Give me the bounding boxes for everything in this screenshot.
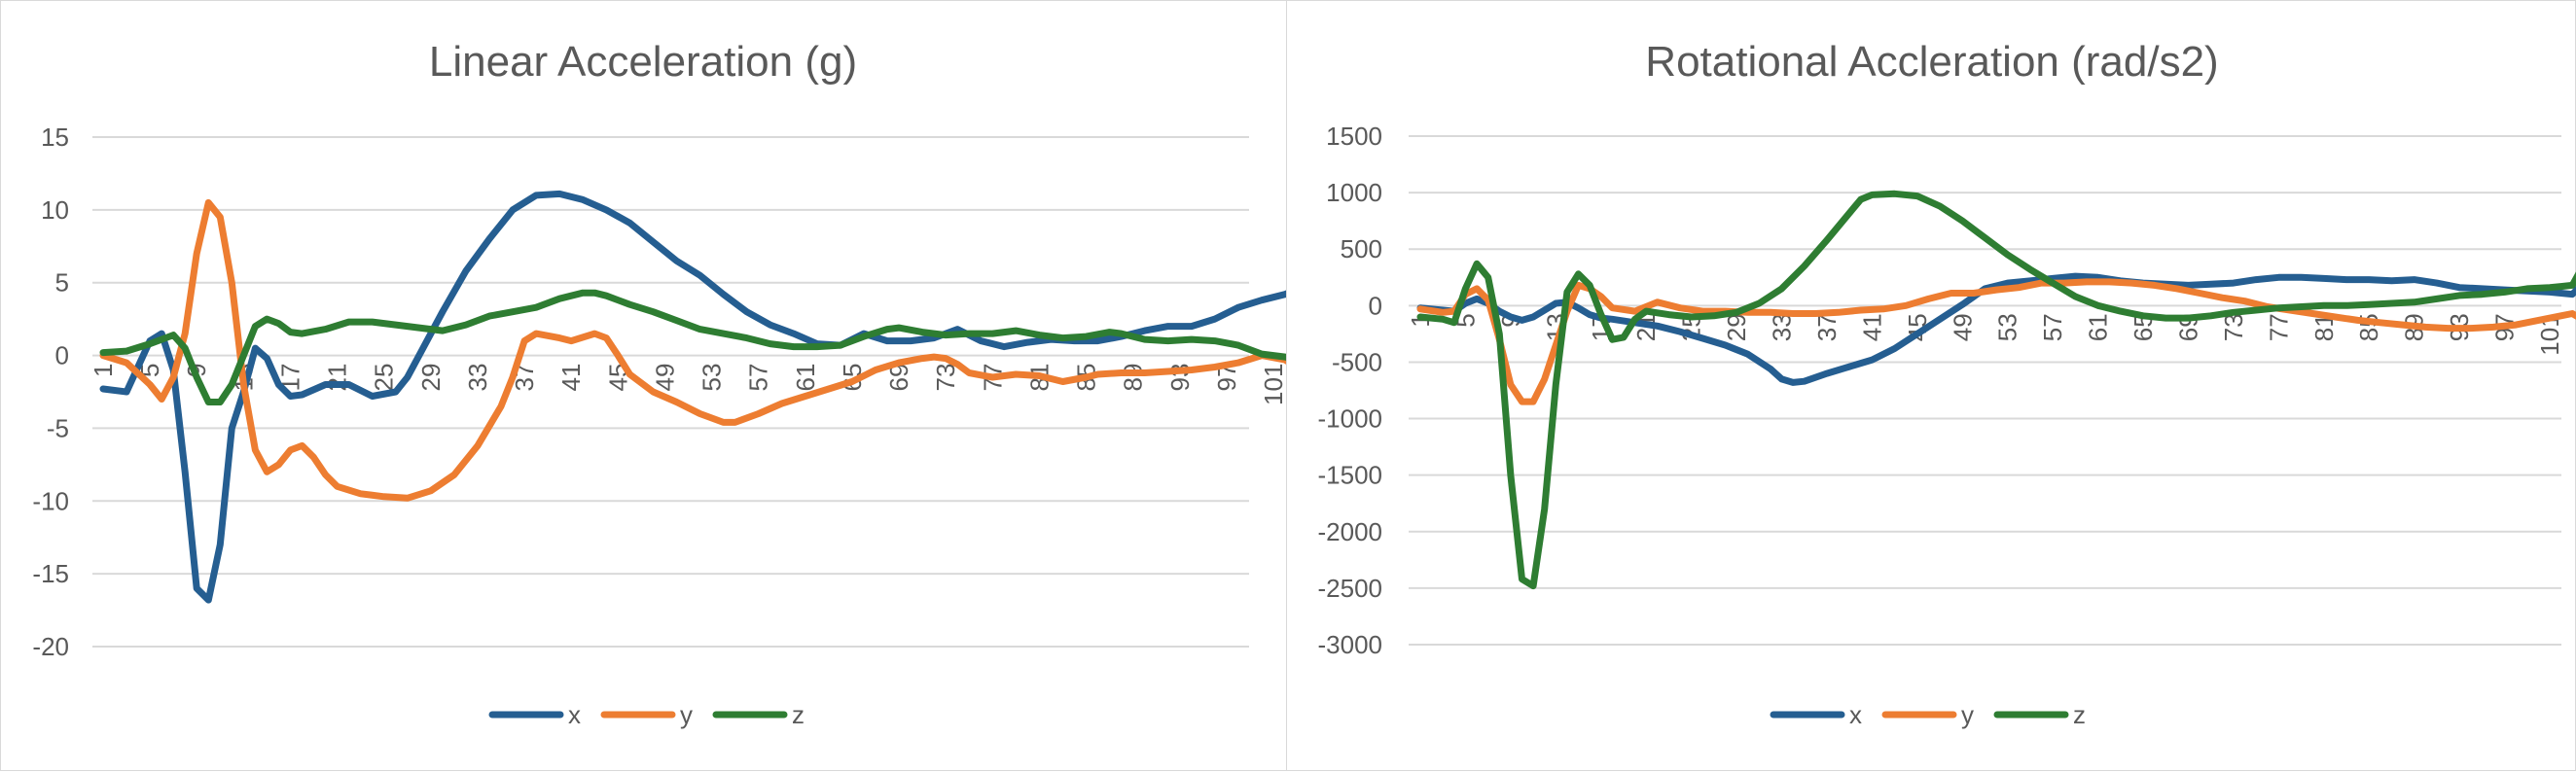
y-tick-label: -1500 — [1318, 461, 1383, 490]
series-line-z — [1416, 190, 2576, 590]
x-tick-label: 61 — [2084, 313, 2113, 341]
series-line-x — [99, 190, 1312, 604]
y-tick-label: 5 — [55, 268, 69, 298]
y-tick-label: 1500 — [1326, 122, 1382, 151]
series-line-x — [1416, 272, 2576, 386]
y-tick-label: 0 — [55, 341, 69, 370]
x-tick-label: 1 — [89, 364, 118, 377]
y-tick-label: 10 — [41, 195, 69, 225]
y-tick-label: 0 — [1369, 291, 1382, 320]
chart-rotational-svg: Rotational Accleration (rad/s2) 1500 1000 5… — [1318, 38, 2576, 729]
y-tick-label: 1000 — [1326, 178, 1382, 207]
legend-label-z: z — [2073, 700, 2086, 729]
x-tick-label: 41 — [1857, 313, 1886, 341]
y-tick-label: -20 — [32, 632, 69, 661]
legend-label-y: y — [680, 700, 693, 729]
x-tick-label: 25 — [370, 364, 399, 392]
y-tick-label: -2500 — [1318, 574, 1383, 603]
x-tick-label: 101 — [1259, 364, 1288, 405]
y-tick-label: -500 — [1332, 347, 1382, 376]
x-tick-label: 41 — [556, 364, 586, 392]
x-tick-label: 77 — [2264, 313, 2293, 341]
y-tick-label: -1000 — [1318, 404, 1383, 434]
x-tick-label: 33 — [463, 364, 492, 392]
x-tick-label: 33 — [1768, 313, 1797, 341]
legend-label-z: z — [792, 700, 805, 729]
x-tick-label: 29 — [416, 364, 446, 392]
y-tick-label: -3000 — [1318, 630, 1383, 659]
x-tick-label: 53 — [698, 364, 727, 392]
x-tick-label: 61 — [791, 364, 820, 392]
chart-title: Rotational Accleration (rad/s2) — [1645, 38, 2218, 86]
chart-rotational-acceleration[interactable]: Rotational Accleration (rad/s2) 1500 1000 5… — [1286, 0, 2576, 771]
legend-label-x: x — [1849, 700, 1862, 729]
x-tick-label: 73 — [931, 364, 960, 392]
x-tick-label: 57 — [744, 364, 773, 392]
x-tick-label: 49 — [1948, 313, 1977, 341]
y-tick-label: -10 — [32, 486, 69, 515]
series-line-z — [99, 289, 1312, 405]
y-tick-label: -2000 — [1318, 517, 1383, 546]
y-tick-label: -5 — [47, 413, 69, 442]
x-tick-label: 73 — [2219, 313, 2248, 341]
x-tick-label: 29 — [1722, 313, 1751, 341]
x-tick-label: 53 — [1993, 313, 2022, 341]
chart-title: Linear Acceleration (g) — [429, 38, 857, 86]
chart-linear-acceleration[interactable]: Linear Acceleration (g) 15 10 5 0 -5 -10 -15 -20… — [0, 0, 1312, 771]
series-line-y — [99, 198, 1312, 502]
series-line-y — [1416, 278, 2576, 405]
y-tick-label: -15 — [32, 559, 69, 588]
x-tick-label: 49 — [650, 364, 679, 392]
x-tick-label: 89 — [1119, 364, 1148, 392]
x-tick-label: 37 — [1812, 313, 1842, 341]
legend-label-x: x — [568, 700, 581, 729]
x-tick-label: 57 — [2038, 313, 2067, 341]
legend-label-y: y — [1961, 700, 1974, 729]
y-tick-label: 500 — [1341, 234, 1382, 263]
y-tick-label: 15 — [41, 123, 69, 152]
chart-linear-svg: Linear Acceleration (g) 15 10 5 0 -5 -10 -15 -20… — [32, 38, 1312, 729]
